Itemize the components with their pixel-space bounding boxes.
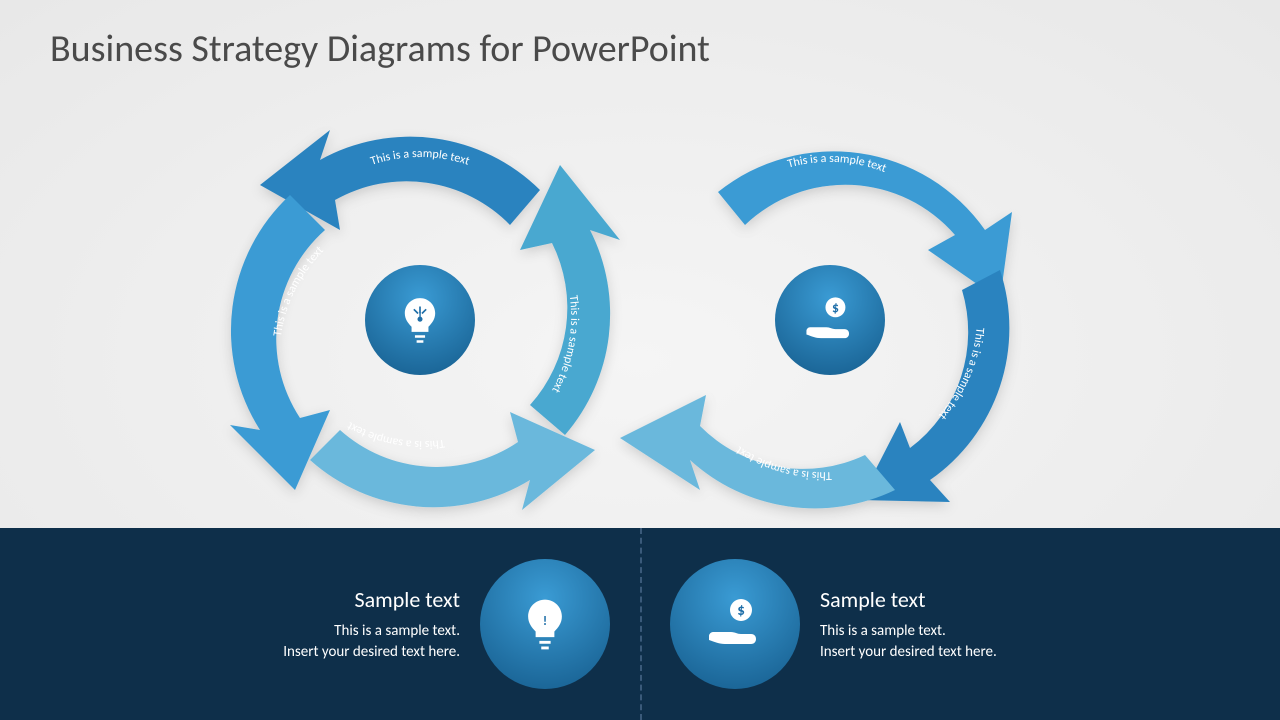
page-title: Business Strategy Diagrams for PowerPoin… xyxy=(50,26,710,72)
footer-right-panel: $ Sample text This is a sample text. Ins… xyxy=(640,528,1280,720)
footer-left-text: Sample text This is a sample text. Inser… xyxy=(283,586,460,663)
left-center-circle: ! xyxy=(365,265,475,375)
right-center-circle: $ xyxy=(775,265,885,375)
lightbulb-icon: ! xyxy=(515,594,575,654)
footer-right-text: Sample text This is a sample text. Inser… xyxy=(820,586,997,663)
right-arrow-3 xyxy=(620,395,895,508)
footer-left-line2: Insert your desired text here. xyxy=(283,642,460,663)
footer-right-line1: This is a sample text. xyxy=(820,621,997,642)
footer-divider xyxy=(640,528,642,720)
diagram-area: This is a sample text This is a sample t… xyxy=(0,100,1280,530)
svg-text:$: $ xyxy=(832,299,839,316)
lightbulb-icon: ! xyxy=(393,293,447,347)
footer-left-line1: This is a sample text. xyxy=(283,621,460,642)
left-arrow-2 xyxy=(230,195,330,490)
footer-left-heading: Sample text xyxy=(283,586,460,613)
footer-right-heading: Sample text xyxy=(820,586,997,613)
footer-right-line2: Insert your desired text here. xyxy=(820,642,997,663)
money-hand-icon: $ xyxy=(801,291,859,349)
cycle-diagram-svg: This is a sample text This is a sample t… xyxy=(0,100,1280,530)
footer-right-circle: $ xyxy=(670,559,800,689)
svg-text:!: ! xyxy=(418,311,422,325)
money-hand-icon: $ xyxy=(703,592,767,656)
svg-text:$: $ xyxy=(737,602,745,620)
svg-text:!: ! xyxy=(543,613,547,629)
footer-left-circle: ! xyxy=(480,559,610,689)
footer-left-panel: Sample text This is a sample text. Inser… xyxy=(0,528,640,720)
